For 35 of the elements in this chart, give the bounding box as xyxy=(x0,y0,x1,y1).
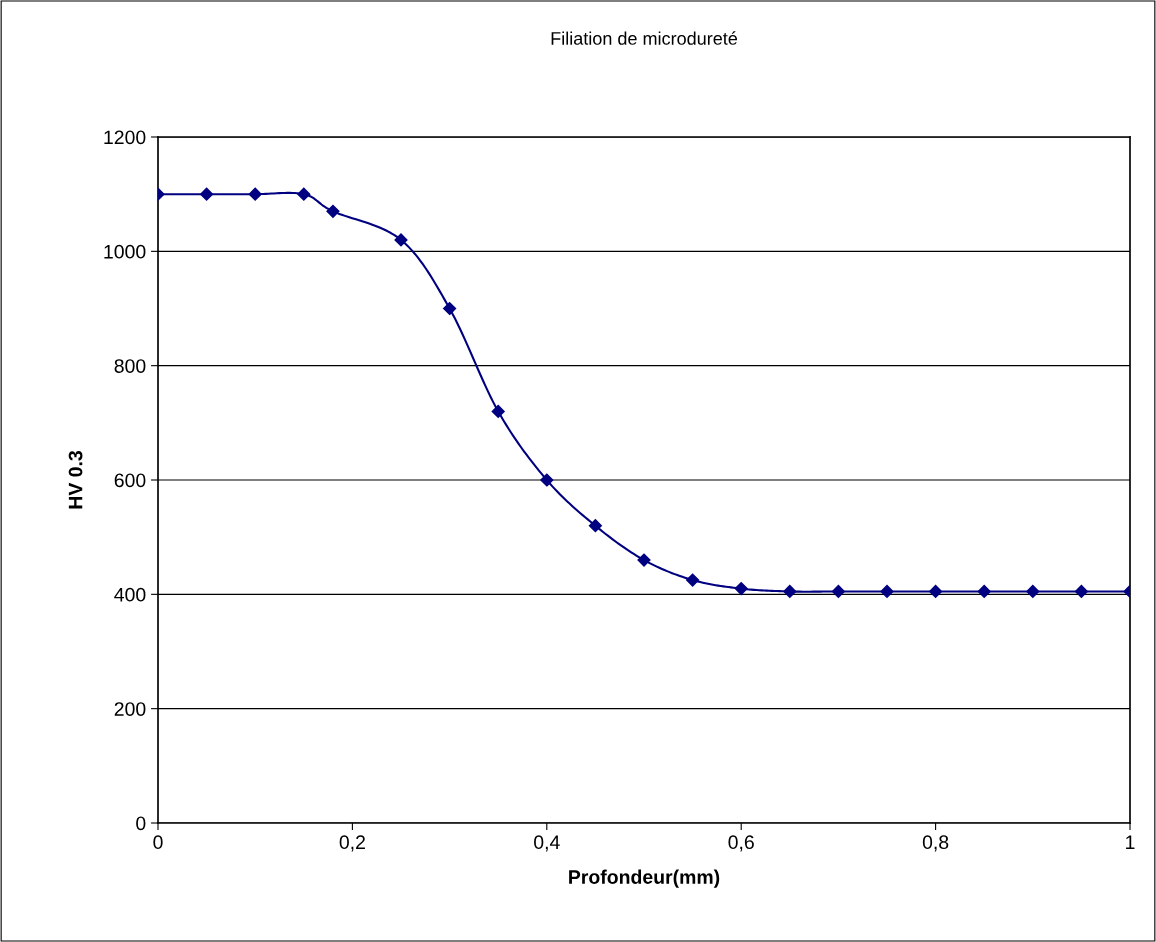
x-tick-label: 0,4 xyxy=(534,835,560,852)
point xyxy=(1026,584,1040,599)
point xyxy=(929,584,943,599)
y-tick-label: 1200 xyxy=(104,130,146,145)
point xyxy=(540,473,554,487)
x-tick-label: 0,8 xyxy=(922,835,949,852)
point xyxy=(200,187,214,201)
point xyxy=(734,582,748,596)
point xyxy=(443,301,457,316)
x-tick-label: 1 xyxy=(1126,835,1135,849)
y-tick-label: 1000 xyxy=(104,244,146,259)
chart-title: Filiation de microdureté xyxy=(551,31,738,45)
point xyxy=(248,187,262,201)
point xyxy=(297,187,311,201)
y-tick-label: 800 xyxy=(114,359,146,373)
y-tick-label: 400 xyxy=(114,587,146,602)
y-tick-label: 600 xyxy=(114,473,146,488)
x-tick-label: 0,2 xyxy=(339,835,365,852)
x-tick-label: 0,6 xyxy=(728,835,754,852)
y-tick-label: 200 xyxy=(114,702,146,716)
point xyxy=(326,204,340,218)
point xyxy=(977,584,991,599)
point xyxy=(686,573,700,587)
point xyxy=(783,584,797,599)
point xyxy=(880,584,894,599)
y-tick-label: 0 xyxy=(136,816,146,831)
point xyxy=(831,584,845,599)
x-tick-label: 0 xyxy=(153,835,163,850)
point xyxy=(588,519,602,533)
point xyxy=(1074,584,1088,599)
point xyxy=(394,233,408,247)
point xyxy=(637,553,651,567)
x-axis-title: Profondeur(mm) xyxy=(569,869,720,888)
point xyxy=(491,404,505,418)
y-axis-title: HV 0.3 xyxy=(68,450,83,509)
